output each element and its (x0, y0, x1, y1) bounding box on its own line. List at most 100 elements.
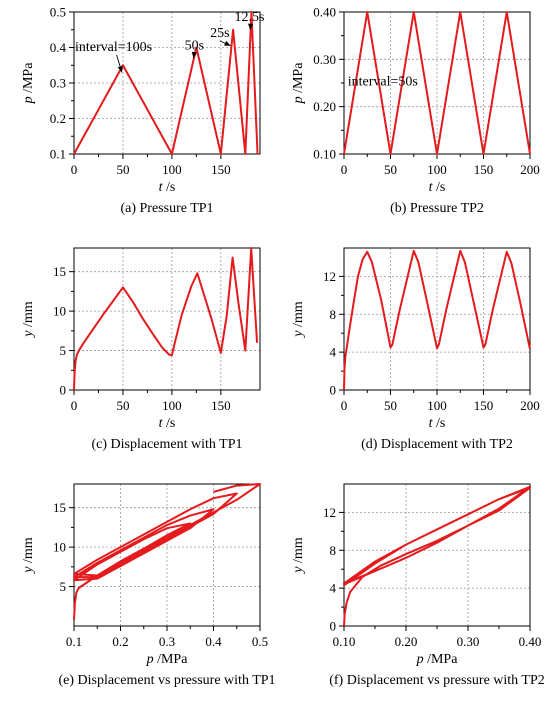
y-axis-unit: /MPa (21, 62, 36, 97)
y-axis-label: y /mm (21, 537, 36, 574)
annotation-arrowhead (248, 23, 254, 30)
x-axis-variable: p (416, 652, 424, 667)
y-axis-label: y /mm (21, 301, 36, 338)
x-axis-variable: t (429, 180, 434, 195)
y-tick-label: 12 (323, 505, 336, 520)
panel-f: 0.10 0.20 0.30 0.40 0 4 8 12 p /MPa y /mm (f) Disp… (291, 483, 545, 688)
y-tick-label: 0.1 (50, 147, 66, 162)
annotation-label: interval=100s (75, 40, 152, 55)
y-axis-variable: y (291, 566, 306, 575)
x-axis-label: p /MPa (146, 652, 189, 667)
x-tick-label: 150 (211, 162, 231, 177)
y-axis-label: y /mm (291, 537, 306, 574)
annotation-label: interval=50s (348, 74, 418, 89)
y-axis-unit: /MPa (291, 62, 306, 97)
x-tick-label: 0 (341, 398, 348, 413)
x-axis-label: t /s (159, 416, 176, 431)
y-axis-variable: y (21, 330, 36, 339)
annotation-arrowhead (224, 40, 231, 46)
x-tick-label: 150 (474, 398, 494, 413)
x-tick-label: 0.5 (252, 634, 268, 649)
x-axis-unit: /s (163, 180, 176, 195)
x-tick-label: 50 (384, 162, 397, 177)
x-tick-label: 150 (211, 398, 231, 413)
x-tick-label: 0.10 (333, 634, 356, 649)
x-tick-label: 100 (427, 162, 447, 177)
y-tick-label: 10 (53, 540, 66, 555)
y-tick-label: 0.30 (313, 52, 336, 67)
panel-a: 0 50 100 150 0.1 0.2 0.3 0.4 0.5 t /s p /MPa (a) Pr… (21, 5, 265, 217)
x-tick-label: 0.40 (519, 634, 542, 649)
series-line (343, 249, 531, 391)
y-axis-unit: /mm (291, 537, 306, 566)
x-tick-label: 150 (474, 162, 494, 177)
x-tick-label: 50 (384, 398, 397, 413)
panel-caption: (b) Pressure TP2 (390, 201, 484, 216)
y-tick-label: 0.20 (313, 99, 336, 114)
y-tick-label: 8 (330, 307, 337, 322)
y-tick-label: 5 (60, 343, 67, 358)
y-tick-label: 0.3 (50, 76, 66, 91)
x-axis-variable: p (146, 652, 154, 667)
annotation-arrowhead (117, 65, 123, 73)
panel-caption: (e) Displacement vs pressure with TP1 (58, 673, 275, 688)
x-axis-variable: t (429, 416, 434, 431)
y-tick-label: 5 (60, 579, 67, 594)
y-axis-unit: /mm (21, 301, 36, 330)
y-tick-label: 0.10 (313, 147, 336, 162)
x-tick-label: 0.3 (159, 634, 175, 649)
x-tick-label: 0.2 (112, 634, 128, 649)
y-axis-variable: y (21, 566, 36, 575)
y-tick-label: 12 (323, 269, 336, 284)
panel-caption: (c) Displacement with TP1 (92, 437, 243, 452)
series-line (73, 483, 261, 620)
x-tick-label: 50 (116, 162, 129, 177)
y-axis-label: y /mm (291, 301, 306, 338)
x-tick-label: 50 (116, 398, 129, 413)
y-tick-label: 15 (53, 264, 66, 279)
x-tick-label: 0 (341, 162, 348, 177)
x-axis-unit: /MPa (154, 652, 189, 667)
x-tick-label: 100 (427, 398, 447, 413)
x-tick-label: 0.1 (66, 634, 82, 649)
y-tick-label: 0 (330, 383, 337, 398)
x-axis-label: t /s (429, 416, 446, 431)
x-tick-label: 0.30 (457, 634, 480, 649)
x-tick-label: 200 (520, 162, 540, 177)
x-axis-variable: t (159, 180, 164, 195)
y-tick-label: 8 (330, 543, 337, 558)
panel-e: 0.1 0.2 0.3 0.4 0.5 5 10 15 p /MPa y /mm (e) Displ… (21, 483, 276, 688)
x-axis-label: t /s (159, 180, 176, 195)
y-tick-label: 0 (60, 383, 67, 398)
series-line (73, 11, 259, 155)
x-axis-label: t /s (429, 180, 446, 195)
x-axis-variable: t (159, 416, 164, 431)
y-axis-unit: /mm (21, 537, 36, 566)
series-line (343, 11, 531, 155)
y-axis-unit: /mm (291, 301, 306, 330)
y-tick-label: 0.5 (50, 5, 66, 20)
panel-caption: (a) Pressure TP1 (120, 201, 213, 216)
x-tick-label: 0.20 (395, 634, 418, 649)
x-axis-unit: /s (433, 180, 446, 195)
series-line (73, 247, 259, 391)
x-tick-label: 0 (71, 398, 78, 413)
y-tick-label: 10 (53, 304, 66, 319)
annotation-label: 50s (185, 38, 204, 53)
x-axis-unit: /MPa (424, 652, 459, 667)
x-tick-label: 0 (71, 162, 78, 177)
y-axis-variable: p (291, 96, 306, 104)
x-tick-label: 200 (520, 398, 540, 413)
x-axis-unit: /s (433, 416, 446, 431)
y-axis-variable: p (21, 96, 36, 104)
y-tick-label: 4 (330, 345, 337, 360)
x-axis-label: p /MPa (416, 652, 459, 667)
panel-caption: (d) Displacement with TP2 (361, 437, 513, 452)
annotation-arrowhead (191, 51, 197, 59)
panel-b: 0 50 100 150 200 0.10 0.20 0.30 0.40 t /s p /MPa (b… (291, 5, 540, 217)
plot-frame (73, 247, 261, 391)
y-axis-variable: y (291, 330, 306, 339)
x-axis-unit: /s (163, 416, 176, 431)
x-tick-label: 100 (162, 162, 182, 177)
